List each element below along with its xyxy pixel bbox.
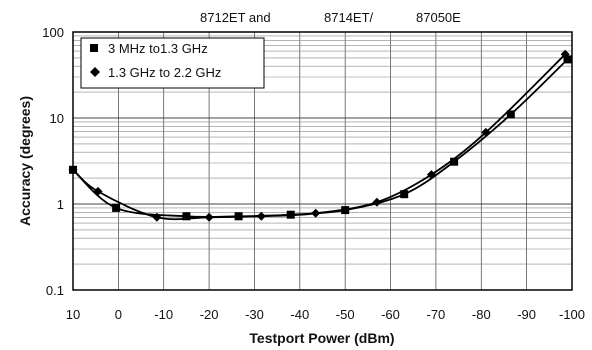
- x-tick-label: -30: [245, 307, 264, 322]
- x-tick-label: 10: [66, 307, 80, 322]
- y-tick-label: 1: [57, 197, 64, 212]
- x-axis-title: Testport Power (dBm): [249, 330, 394, 346]
- data-point-diamond: [372, 197, 382, 207]
- legend-label-series-2: 1.3 GHz to 2.2 GHz: [108, 65, 221, 80]
- header-segment-1: 8712ET and: [200, 10, 271, 25]
- data-point-square: [563, 55, 572, 64]
- data-point-diamond: [204, 212, 214, 222]
- legend: 3 MHz to1.3 GHz 1.3 GHz to 2.2 GHz: [80, 37, 265, 89]
- x-tick-label: -40: [290, 307, 309, 322]
- data-point-diamond: [256, 211, 266, 221]
- x-tick-label: -60: [381, 307, 400, 322]
- data-point-square: [112, 203, 121, 212]
- data-point-diamond: [426, 170, 436, 180]
- legend-marker-diamond-icon: [90, 67, 100, 77]
- data-point-square: [400, 190, 409, 199]
- x-tick-label: -10: [154, 307, 173, 322]
- x-tick-label: -90: [517, 307, 536, 322]
- x-tick-label: -20: [200, 307, 219, 322]
- x-tick-label: -80: [472, 307, 491, 322]
- y-axis-title: Accuracy (degrees): [17, 96, 33, 226]
- x-tick-labels: 10 0 -10 -20 -30 -40 -50 -60 -70 -80 -90 -100: [66, 307, 585, 322]
- data-point-diamond: [311, 208, 321, 218]
- data-point-diamond: [93, 186, 103, 196]
- y-tick-label: 10: [50, 111, 64, 126]
- series-layer: [68, 49, 572, 222]
- data-point-diamond: [481, 127, 491, 137]
- legend-marker-square-icon: [90, 44, 98, 52]
- y-tick-label: 0.1: [46, 283, 64, 298]
- data-point-square: [506, 110, 515, 119]
- x-tick-label: -70: [427, 307, 446, 322]
- x-tick-label: -50: [336, 307, 355, 322]
- y-tick-labels: 0.1 1 10 100: [42, 25, 64, 298]
- x-tick-label: -100: [559, 307, 585, 322]
- header-segment-3: 87050E: [416, 10, 461, 25]
- legend-box: [80, 37, 265, 89]
- data-point-diamond: [560, 49, 570, 59]
- data-point-diamond: [152, 212, 162, 222]
- legend-label-series-1: 3 MHz to1.3 GHz: [108, 41, 208, 56]
- data-point-square: [450, 157, 459, 166]
- header-segment-2: 8714ET/: [324, 10, 374, 25]
- chart-header: 8712ET and 8714ET/ 87050E: [200, 10, 461, 25]
- y-tick-label: 100: [42, 25, 64, 40]
- plot-frame: [72, 31, 573, 291]
- data-point-square: [182, 212, 191, 221]
- series-line-2: [72, 53, 566, 221]
- x-tick-label: 0: [115, 307, 122, 322]
